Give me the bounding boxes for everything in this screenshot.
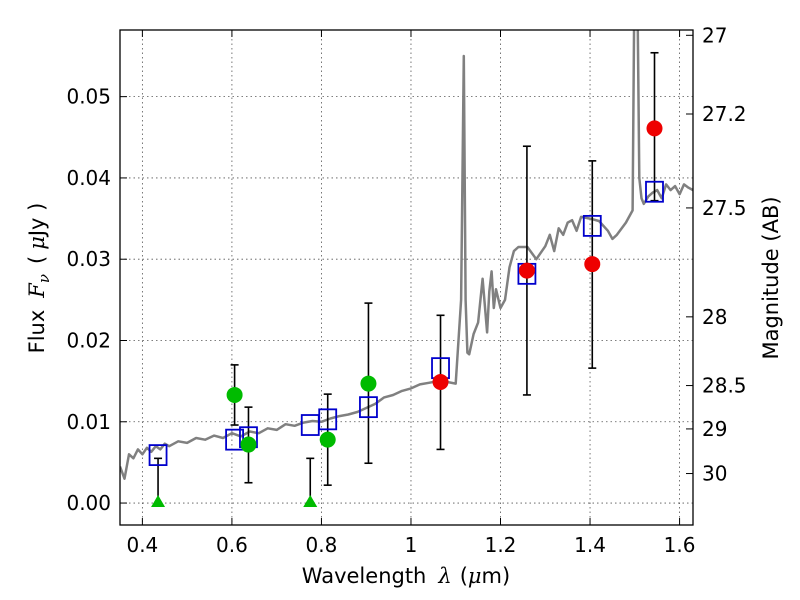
y2-tick-label: 27 xyxy=(702,23,727,47)
x-tick-label: 1.2 xyxy=(485,533,517,557)
red-flux-point xyxy=(432,373,449,390)
y-tick-label: 0.02 xyxy=(66,328,111,352)
model-flux-square xyxy=(359,396,378,419)
plot-frame xyxy=(119,29,694,526)
green-flux-point xyxy=(226,386,243,403)
y2-axis-label-text: Magnitude (AB) xyxy=(759,196,783,359)
y-axis-unit-mu: μ xyxy=(25,236,49,250)
y2-tick-label: 27.5 xyxy=(702,196,747,220)
y-axis-symbol: F xyxy=(25,282,49,299)
x-tick-label: 0.4 xyxy=(126,533,158,557)
y-tick-label: 0.04 xyxy=(66,166,111,190)
x-axis-unit-open: ( xyxy=(460,564,468,588)
x-axis-label-text: Wavelength xyxy=(302,564,427,588)
svg-text:FluxFν(μJy ): Flux Fν ( μJy ) xyxy=(25,203,53,354)
x-tick-label: 1.6 xyxy=(664,533,696,557)
grid-lines xyxy=(120,30,693,525)
y2-tick-label: 28.5 xyxy=(702,374,747,398)
y-tick-label: 0.03 xyxy=(66,247,111,271)
x-axis-lambda: λ xyxy=(437,564,451,588)
green-flux-point xyxy=(240,436,257,453)
y-axis-label-text: Flux xyxy=(25,310,49,354)
x-axis-unit-rest: m) xyxy=(482,564,511,588)
x-tick-label: 1 xyxy=(405,533,418,557)
model-flux-square xyxy=(645,180,664,203)
red-flux-point xyxy=(518,262,535,279)
y-tick-label: 0.00 xyxy=(66,491,111,515)
y-axis-unit-rest: Jy ) xyxy=(25,203,49,239)
x-axis-label: Wavelength λ (μm) xyxy=(302,564,510,588)
x-tick-label: 0.6 xyxy=(216,533,248,557)
model-spectrum-line xyxy=(120,30,693,480)
upper-limit-triangle xyxy=(151,495,166,508)
y2-tick-label: 29 xyxy=(702,417,727,441)
data-area xyxy=(120,30,693,508)
model-flux-square xyxy=(582,214,602,237)
upper-limit-triangle xyxy=(303,495,318,508)
red-flux-point xyxy=(646,120,663,137)
green-flux-point xyxy=(360,375,377,392)
x-tick-label: 1.4 xyxy=(574,533,606,557)
y-axis-label: Flux Fν ( μJy ) xyxy=(25,203,53,354)
y2-axis-label: Magnitude (AB) xyxy=(759,196,783,359)
red-flux-point xyxy=(584,256,601,273)
y2-tick-label: 30 xyxy=(702,462,727,486)
green-flux-point xyxy=(319,431,336,448)
axis-ticks: 0.4 0.6 0.8 1 1.2 1.4 1.6 0.00 0.01 0.02 0.03 0.04 0… xyxy=(66,23,746,557)
y2-tick-label: 28 xyxy=(702,305,727,329)
y2-tick-label: 27.2 xyxy=(702,102,747,126)
y-axis-subscript: ν xyxy=(35,274,53,283)
y-tick-label: 0.05 xyxy=(66,85,111,109)
y-tick-label: 0.01 xyxy=(66,410,111,434)
model-flux-square xyxy=(318,408,338,431)
y-axis-unit-open: ( xyxy=(25,256,49,264)
x-tick-label: 0.8 xyxy=(306,533,338,557)
x-axis-unit-mu: μ xyxy=(468,564,482,588)
model-flux-square xyxy=(148,444,168,466)
model-flux-square xyxy=(300,414,320,436)
